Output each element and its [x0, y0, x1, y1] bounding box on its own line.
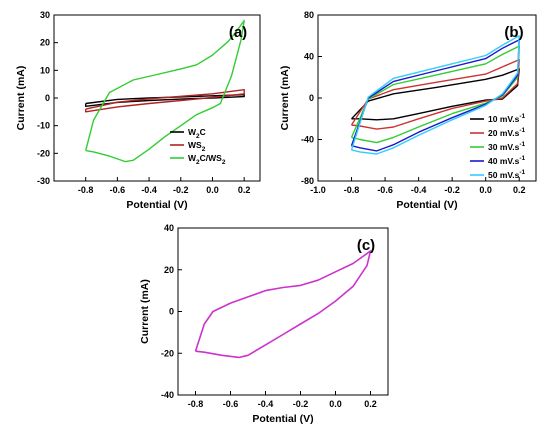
- legend-superscript: -1: [519, 141, 525, 148]
- series-line-1: [194, 250, 372, 359]
- x-tick-label: -0.2: [444, 185, 460, 195]
- legend-text-tail: C/WS: [200, 153, 223, 163]
- legend-text-tail: C: [200, 127, 206, 137]
- series-line-2: [350, 58, 520, 130]
- legend-subscript: 2: [222, 159, 226, 166]
- series-line-3: [350, 45, 520, 144]
- x-tick-label: -0.8: [78, 185, 94, 195]
- x-tick-label: -0.4: [411, 185, 427, 195]
- legend-entry: 10 mV.s-1: [488, 113, 526, 124]
- legend-entry: 30 mV.s-1: [488, 141, 526, 152]
- x-tick-label: 0.2: [364, 399, 377, 409]
- legend-superscript: -1: [519, 169, 525, 176]
- x-tick-label: -0.6: [377, 185, 393, 195]
- x-axis-label: Potential (V): [126, 199, 187, 211]
- y-tick-label: -20: [161, 348, 174, 358]
- x-tick-label: 0.0: [329, 399, 342, 409]
- y-axis-label: Current (mA): [15, 66, 27, 131]
- x-tick-label: -1.0: [310, 185, 326, 195]
- y-tick-label: 80: [304, 10, 314, 20]
- legend-superscript: -1: [519, 127, 525, 134]
- y-tick-label: 0: [45, 93, 50, 103]
- legend-text-main: 20 mV.s: [488, 128, 520, 138]
- legend-text-main: WS: [188, 140, 202, 150]
- x-tick-label: -0.2: [293, 399, 309, 409]
- legend-entry: W2C: [188, 127, 206, 140]
- y-tick-label: 40: [164, 223, 174, 233]
- legend-text-main: W: [188, 153, 197, 163]
- x-tick-label: 0.0: [206, 185, 219, 195]
- x-axis-label: Potential (V): [396, 199, 457, 211]
- x-tick-label: 0.2: [238, 185, 251, 195]
- y-tick-label: 0: [169, 307, 174, 317]
- legend-subscript: 2: [196, 159, 200, 166]
- legend-entry: 40 mV.s-1: [488, 155, 526, 166]
- series-line-1: [350, 68, 520, 121]
- series-line-4: [350, 39, 520, 152]
- y-tick-label: -10: [37, 121, 50, 131]
- legend-entry: 50 mV.s-1: [488, 169, 526, 180]
- legend-entry: W2C/WS2: [188, 153, 226, 166]
- y-tick-label: -40: [161, 390, 174, 400]
- legend-entry: 20 mV.s-1: [488, 127, 526, 138]
- x-tick-label: -0.2: [173, 185, 189, 195]
- panel-label: (a): [229, 24, 247, 41]
- y-tick-label: -30: [37, 176, 50, 186]
- legend-text-main: 50 mV.s: [488, 170, 520, 180]
- legend-text-main: 10 mV.s: [488, 114, 520, 124]
- y-tick-label: 30: [40, 10, 50, 20]
- y-tick-label: -20: [37, 148, 50, 158]
- y-tick-label: 20: [40, 38, 50, 48]
- series-line-3: [85, 19, 245, 163]
- legend: 10 mV.s-120 mV.s-130 mV.s-140 mV.s-150 m…: [470, 113, 526, 180]
- series-line-2: [85, 89, 245, 113]
- x-tick-label: -0.8: [188, 399, 204, 409]
- legend-text-main: W: [188, 127, 197, 137]
- chart-panel-3: -0.8 -0.6 -0.4 -0.2 0.0 0.2 -40 -20 0 20 40 Potenti…: [139, 223, 389, 425]
- y-tick-label: -40: [301, 135, 314, 145]
- y-tick-label: 10: [40, 65, 50, 75]
- y-axis-label: Current (mA): [279, 66, 291, 131]
- chart-panel-2: -1.0 -0.8 -0.6 -0.4 -0.2 0.0 0.2 -80 -40 0 40 80 Pot…: [279, 10, 537, 211]
- legend-text-main: 40 mV.s: [488, 156, 520, 166]
- chart-panel-1: -0.8 -0.6 -0.4 -0.2 0.0 0.2 -30 -20 -10 0 10 20 30 Po…: [15, 10, 261, 211]
- y-tick-label: 0: [309, 93, 314, 103]
- legend-entry: WS2: [188, 140, 206, 153]
- legend-superscript: -1: [519, 155, 525, 162]
- x-tick-label: -0.6: [110, 185, 126, 195]
- x-tick-label: -0.4: [258, 399, 274, 409]
- y-tick-label: 20: [164, 265, 174, 275]
- x-tick-label: -0.4: [141, 185, 157, 195]
- y-tick-label: 40: [304, 52, 314, 62]
- series-line-5: [350, 35, 520, 155]
- x-tick-label: -0.6: [223, 399, 239, 409]
- x-tick-label: -0.8: [344, 185, 360, 195]
- legend-subscript: 2: [196, 133, 200, 140]
- y-axis-label: Current (mA): [139, 279, 151, 344]
- panel-label: (c): [357, 237, 375, 254]
- legend-superscript: -1: [519, 113, 525, 120]
- x-axis-label: Potential (V): [252, 413, 313, 425]
- legend-subscript: 2: [202, 146, 206, 153]
- legend-text-main: 30 mV.s: [488, 142, 520, 152]
- x-tick-label: 0.2: [513, 185, 526, 195]
- x-tick-label: 0.0: [479, 185, 492, 195]
- y-tick-label: -80: [301, 176, 314, 186]
- panel-label: (b): [504, 24, 523, 41]
